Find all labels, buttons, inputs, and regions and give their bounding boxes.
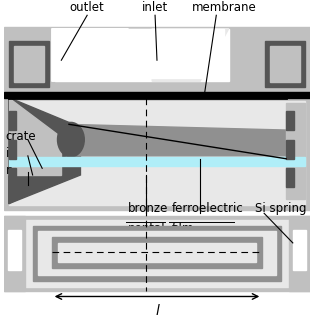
Polygon shape <box>66 124 286 156</box>
Bar <box>9 140 16 159</box>
Bar <box>9 168 16 188</box>
Ellipse shape <box>58 122 84 157</box>
Text: n: n <box>6 164 13 177</box>
Bar <box>4 216 310 291</box>
Polygon shape <box>9 98 66 204</box>
Bar <box>286 111 294 130</box>
Bar <box>9 111 16 130</box>
Text: membrane: membrane <box>192 1 256 14</box>
Polygon shape <box>9 98 61 175</box>
Text: l: l <box>155 304 159 318</box>
Bar <box>4 29 54 99</box>
Polygon shape <box>152 29 229 81</box>
Bar <box>9 157 305 166</box>
Bar <box>4 98 310 210</box>
Bar <box>293 223 310 278</box>
Bar <box>270 46 300 82</box>
Text: ferroelectric: ferroelectric <box>171 202 243 215</box>
Bar <box>265 41 305 87</box>
Bar <box>286 103 305 199</box>
Text: film: film <box>171 222 194 235</box>
Bar <box>4 27 310 99</box>
Bar <box>4 223 21 278</box>
Text: is: is <box>6 147 15 159</box>
Polygon shape <box>9 98 80 204</box>
Bar <box>9 101 305 205</box>
Text: Si spring: Si spring <box>254 202 306 215</box>
Bar <box>4 92 310 98</box>
Bar <box>260 29 310 99</box>
Bar <box>25 220 289 287</box>
Text: bronze: bronze <box>128 202 169 215</box>
Bar <box>33 226 281 281</box>
Bar <box>286 168 294 188</box>
Bar <box>293 229 306 270</box>
Bar <box>58 243 256 262</box>
Text: inlet: inlet <box>142 1 168 14</box>
Bar <box>4 216 25 291</box>
Bar <box>8 229 21 270</box>
Polygon shape <box>52 29 128 81</box>
Bar <box>52 29 229 81</box>
Text: pental: pental <box>128 222 166 235</box>
Text: outlet: outlet <box>70 1 105 14</box>
Text: crate: crate <box>6 130 36 143</box>
Bar <box>13 46 44 82</box>
Bar <box>9 41 49 87</box>
Bar <box>289 216 310 291</box>
Bar <box>57 29 224 78</box>
Bar <box>38 231 276 276</box>
Bar <box>52 237 262 268</box>
Bar <box>286 140 294 159</box>
